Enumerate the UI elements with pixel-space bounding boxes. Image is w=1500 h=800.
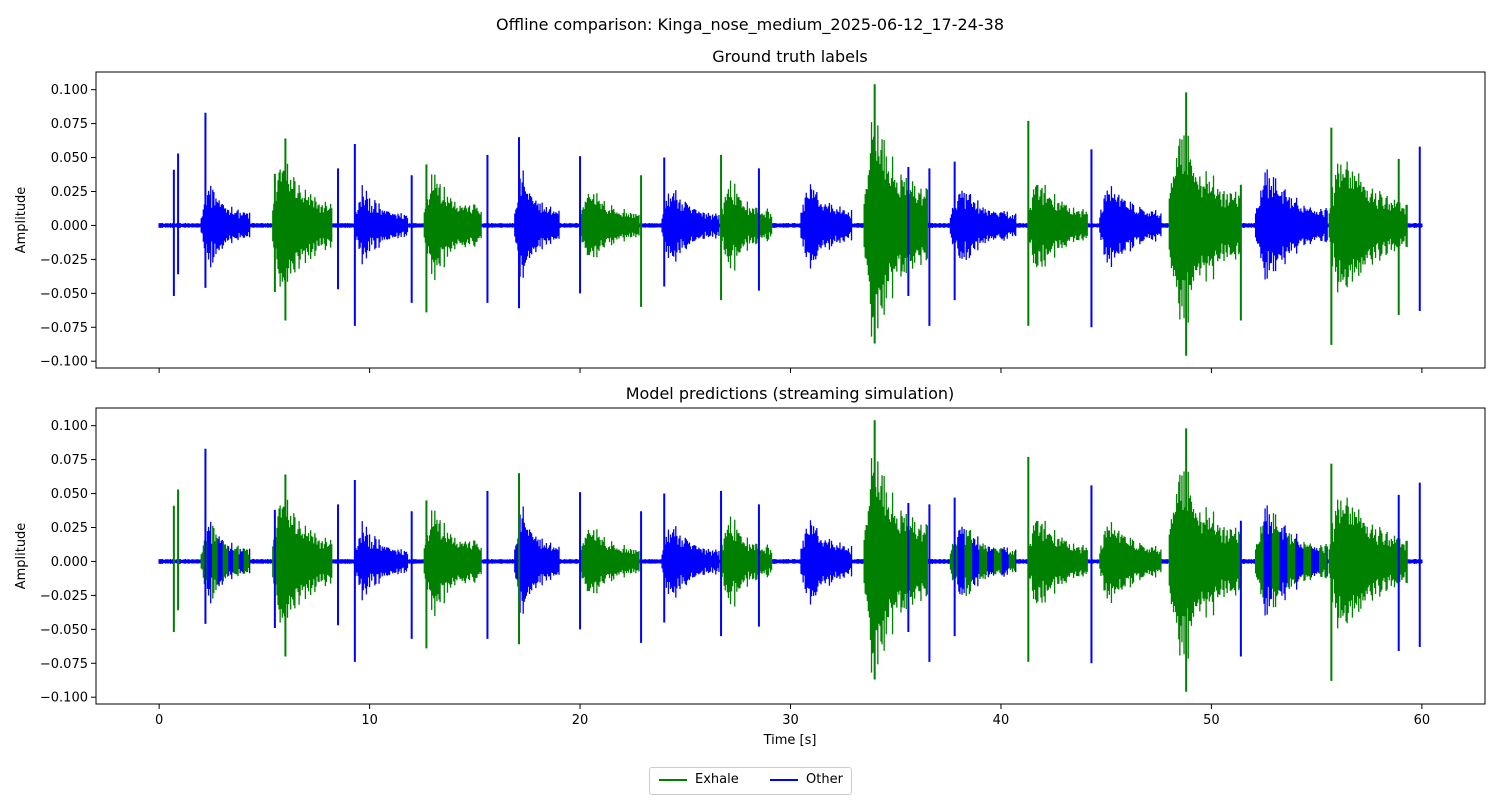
ytick-label: −0.100	[40, 691, 88, 706]
ytick-label: 0.050	[51, 487, 88, 502]
ytick-label: 0.000	[51, 555, 88, 570]
traces-predictions	[158, 420, 1423, 692]
axes-frame-predictions	[95, 407, 1486, 705]
xticks-predictions: 0 10 20 30 40 50 60	[155, 704, 1430, 728]
ytick-label: 0.025	[51, 521, 88, 536]
ytick-label: 0.100	[51, 419, 88, 434]
ytick-label: −0.100	[40, 355, 88, 370]
xtick-label: 40	[993, 713, 1010, 728]
ytick-label: 0.025	[51, 185, 88, 200]
waveform-exhale	[200, 458, 1408, 673]
waveform-other	[158, 169, 1423, 280]
ytick-label: −0.075	[40, 321, 88, 336]
yticks-ground-truth: −0.100 −0.075 −0.050 −0.025 0.000 0.025 0.050 0…	[40, 83, 96, 370]
axes-frame-ground-truth	[95, 71, 1486, 369]
panel-title-predictions: Model predictions (streaming simulation)	[626, 384, 955, 403]
ytick-label: 0.075	[51, 453, 88, 468]
xlabel-predictions: Time [s]	[763, 733, 817, 748]
yticks-predictions: −0.100 −0.075 −0.050 −0.025 0.000 0.025 0.050 0…	[40, 419, 96, 706]
figure-suptitle: Offline comparison: Kinga_nose_medium_20…	[496, 15, 1004, 35]
panel-ground-truth: Ground truth labels Amplitude −0.100 −0.0…	[14, 47, 1486, 373]
ytick-label: −0.050	[40, 623, 88, 638]
ytick-label: −0.075	[40, 657, 88, 672]
xticks-ground-truth	[158, 368, 1423, 373]
xtick-label: 60	[1414, 713, 1431, 728]
traces-ground-truth	[158, 84, 1423, 356]
legend-swatch-other	[770, 778, 798, 781]
ytick-label: 0.000	[51, 219, 88, 234]
ytick-label: −0.025	[40, 253, 88, 268]
waveform-other	[158, 505, 1423, 616]
xtick-label: 20	[572, 713, 589, 728]
ylabel-predictions: Amplitude	[14, 523, 29, 590]
xtick-label: 10	[361, 713, 378, 728]
legend-swatch-exhale	[659, 778, 687, 781]
legend-label-other: Other	[806, 772, 843, 787]
xtick-label: 0	[155, 713, 163, 728]
legend-item-other: Other	[770, 772, 843, 787]
legend: Exhale Other	[649, 767, 852, 795]
waveform-exhale	[272, 122, 1408, 337]
ytick-label: 0.050	[51, 151, 88, 166]
ytick-label: 0.100	[51, 83, 88, 98]
xtick-label: 30	[782, 713, 799, 728]
legend-label-exhale: Exhale	[695, 772, 739, 787]
panel-predictions: Model predictions (streaming simulation)…	[14, 384, 1486, 748]
panel-title-ground-truth: Ground truth labels	[712, 47, 867, 66]
xtick-label: 50	[1203, 713, 1220, 728]
ytick-label: 0.075	[51, 117, 88, 132]
ylabel-ground-truth: Amplitude	[14, 187, 29, 254]
ytick-label: −0.050	[40, 287, 88, 302]
ytick-label: −0.025	[40, 589, 88, 604]
legend-item-exhale: Exhale	[659, 772, 739, 787]
